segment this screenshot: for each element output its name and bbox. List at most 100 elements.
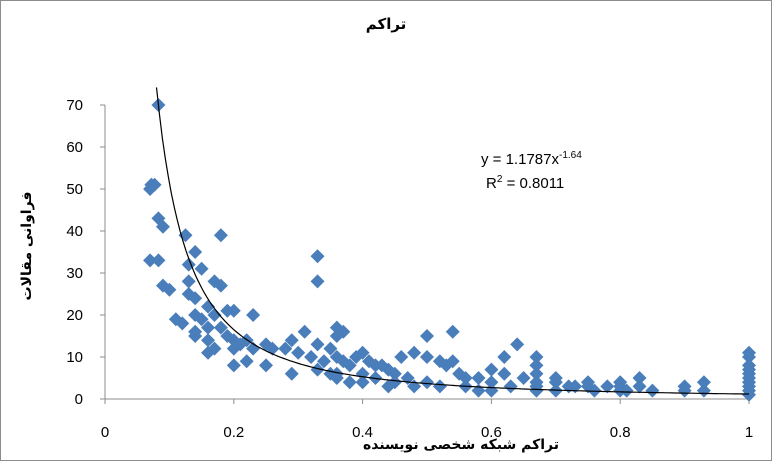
data-point [246,308,261,322]
data-point [471,383,486,398]
data-point [213,228,228,243]
x-axis-title: تراکم شبکه شخصی نویسنده [362,437,560,453]
data-point [742,350,756,364]
data-point [742,387,756,402]
r-squared: R2 = 0.8011 [481,172,582,196]
data-point [645,383,660,398]
data-point [213,278,228,293]
equation-exponent: -1.64 [558,150,582,161]
data-point [213,320,228,335]
data-point [387,366,402,381]
data-point [484,362,499,377]
chart-title: تراکم [365,15,407,33]
data-point [175,316,190,331]
data-point [226,303,241,318]
y-tick-label: 0 [75,391,83,408]
trendline-curve [155,87,749,395]
data-point [445,354,460,369]
data-point [329,366,344,381]
trendline-equation: y = 1.1787x-1.64 [481,148,582,172]
data-point [696,375,711,390]
data-point [329,329,344,343]
data-point [394,350,409,364]
data-point [188,329,203,343]
equation-prefix: y = 1.1787x [481,151,559,168]
data-point [201,320,216,335]
data-point [201,299,216,314]
x-tick-label: 0.2 [223,424,244,441]
data-point [613,383,628,398]
data-point [484,383,499,398]
r-squared-value: = 0.8011 [502,175,565,192]
x-tick-label: 0.6 [481,424,502,441]
data-point [239,354,254,369]
data-point [445,324,460,339]
data-point [188,291,203,306]
data-point [484,375,499,390]
data-point [201,333,216,348]
y-tick-label: 50 [66,181,83,198]
data-point [420,329,434,343]
x-tick-label: 0 [101,424,109,441]
data-point [529,358,544,373]
r-squared-power: 2 [496,174,503,185]
data-point [194,261,209,276]
data-point [291,345,306,360]
data-point [458,371,473,385]
data-point [259,358,273,373]
data-point [677,383,692,398]
data-point [407,345,422,360]
data-point [510,337,525,352]
data-point [246,341,261,356]
data-point [304,350,319,364]
data-point [600,379,615,394]
data-point [151,253,166,268]
data-point [316,354,331,369]
data-point [632,371,647,385]
data-point [284,333,299,348]
data-point [529,383,544,398]
data-point [355,375,370,390]
data-point [432,379,447,394]
data-point [226,358,241,373]
y-axis-title: فراوانی مقالات [19,191,35,301]
data-point [147,177,162,192]
data-point [201,345,216,360]
x-tick-label: 0.4 [352,424,373,441]
data-point [568,379,583,394]
data-point [297,324,312,339]
data-point [207,308,222,322]
data-point [155,219,170,234]
r-squared-base: R [486,175,497,192]
data-point [310,274,325,289]
data-point [162,282,177,297]
y-tick-label: 20 [66,307,83,324]
data-point [310,337,325,352]
data-point [696,383,711,398]
data-point [632,379,647,394]
y-tick-label: 10 [66,349,83,366]
y-tick-label: 40 [66,223,83,240]
data-point [548,375,563,390]
data-point [420,350,434,364]
data-point [310,362,325,377]
x-tick-label: 0.8 [610,424,631,441]
data-point [497,366,512,381]
data-point [497,350,512,364]
data-point [310,249,325,264]
data-point [188,245,203,259]
data-point [503,379,518,394]
data-point [471,371,486,385]
y-tick-label: 70 [66,97,83,114]
y-tick-label: 60 [66,139,83,156]
data-point [381,379,396,394]
data-point [284,366,299,381]
data-point [278,341,293,356]
data-point [194,312,209,327]
data-point [529,350,544,364]
data-point [342,375,357,390]
data-point [420,375,434,390]
trendline-annotation: y = 1.1787x-1.64 R2 = 0.8011 [481,148,582,196]
